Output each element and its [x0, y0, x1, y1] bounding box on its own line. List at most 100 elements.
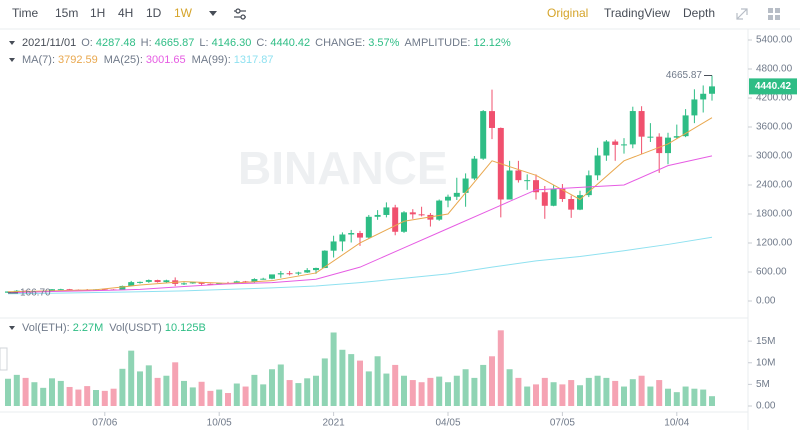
- candle-body: [119, 285, 126, 290]
- legend-label: CHANGE:: [315, 37, 365, 49]
- candle-body: [524, 180, 531, 182]
- volume-bar: [515, 377, 522, 406]
- volume-bar: [577, 385, 583, 406]
- view-active[interactable]: Original: [547, 6, 588, 20]
- candle-body: [189, 282, 196, 284]
- candle-body: [409, 212, 416, 215]
- volume-bar: [436, 376, 443, 406]
- volume-bar: [621, 386, 627, 406]
- candle-body: [198, 282, 205, 284]
- candle-body: [603, 141, 610, 156]
- volume-bar: [348, 354, 355, 406]
- collapse-icon[interactable]: [9, 41, 15, 45]
- volume-bar: [453, 375, 460, 406]
- dropdown-icon[interactable]: [209, 11, 217, 16]
- volume-bar: [374, 356, 381, 406]
- legend-value: 4440.42: [270, 37, 310, 49]
- ma-line: [7, 236, 713, 295]
- collapse-icon[interactable]: [9, 58, 15, 62]
- y-tick-label: 15M: [756, 336, 775, 347]
- volume-bar: [93, 390, 99, 406]
- collapse-icon[interactable]: [9, 326, 15, 330]
- volume-bar: [269, 369, 275, 406]
- volume-bar: [445, 382, 451, 406]
- candle-body: [57, 289, 64, 291]
- volume-bar: [260, 384, 267, 406]
- volume-bar: [612, 380, 619, 406]
- volume-bar: [189, 387, 196, 406]
- settings-icon[interactable]: [234, 8, 246, 20]
- volume-bar: [480, 364, 487, 406]
- legend-label: L:: [199, 37, 208, 49]
- interval[interactable]: 15m: [55, 6, 78, 20]
- volume-bar: [665, 388, 671, 406]
- volume-bar: [365, 371, 372, 406]
- legend-value: 4287.48: [96, 37, 136, 49]
- fullscreen-icon[interactable]: [736, 8, 748, 20]
- legend-value: 4665.87: [155, 37, 195, 49]
- interval[interactable]: Time: [12, 6, 39, 20]
- candle-body: [577, 195, 583, 210]
- volume-bar: [119, 368, 126, 406]
- interval[interactable]: 1D: [146, 6, 162, 20]
- volume-bar: [31, 382, 38, 406]
- volume-bar: [409, 380, 416, 406]
- y-tick-label: 10M: [756, 357, 775, 368]
- candle-body: [365, 216, 372, 238]
- candle-body: [700, 93, 707, 100]
- volume-bar: [233, 383, 240, 406]
- candle-body: [181, 283, 187, 285]
- volume-bar: [330, 332, 337, 406]
- volume-bar: [225, 393, 231, 406]
- volume-bar: [163, 375, 170, 406]
- candle-body: [251, 279, 258, 282]
- volume-bar: [313, 375, 319, 406]
- candle-body: [207, 283, 214, 285]
- legend-label: H:: [141, 37, 152, 49]
- volume-bar: [629, 379, 636, 406]
- candle-body: [163, 280, 170, 283]
- volume-bar: [154, 377, 161, 406]
- y-tick-label: 0.00: [756, 296, 776, 307]
- candle-body: [374, 214, 381, 217]
- volume-bar: [541, 377, 548, 406]
- volume-bar: [533, 384, 539, 406]
- volume-bar: [286, 380, 293, 406]
- candle-body: [321, 250, 328, 268]
- candle-body: [709, 86, 715, 94]
- volume-bar: [145, 365, 152, 406]
- interval[interactable]: 1H: [90, 6, 105, 20]
- candle-body: [401, 212, 407, 232]
- interval-active[interactable]: 1W: [174, 6, 193, 20]
- interval[interactable]: 4H: [118, 6, 133, 20]
- side-toggle[interactable]: [0, 347, 8, 371]
- volume-bar: [198, 381, 205, 406]
- y-tick-label: 600.00: [756, 267, 787, 278]
- candle-body: [673, 136, 680, 138]
- volume-bar: [216, 389, 223, 406]
- view[interactable]: Depth: [683, 6, 715, 20]
- candle-body: [392, 207, 399, 232]
- candle-body: [260, 278, 267, 280]
- layout-icon[interactable]: [768, 8, 780, 20]
- view[interactable]: TradingView: [604, 6, 670, 20]
- legend-label: C:: [256, 37, 267, 49]
- volume-bar: [594, 375, 601, 406]
- volume-bar: [101, 390, 108, 406]
- candle-body: [656, 136, 663, 154]
- candle-body: [436, 200, 443, 220]
- candle-body: [550, 188, 557, 206]
- candle-body: [541, 192, 548, 206]
- volume-bar: [524, 386, 531, 406]
- last-price-badge: [749, 78, 797, 95]
- volume-bar: [568, 380, 575, 406]
- volume-legend: Vol(ETH): 2.27M Vol(USDT) 10.125B: [22, 322, 206, 334]
- candle-body: [489, 111, 495, 128]
- volume-bar: [84, 386, 91, 406]
- volume-bar: [137, 371, 143, 406]
- volume-bar: [462, 369, 469, 406]
- volume-bar: [40, 387, 47, 406]
- candle-body: [128, 282, 135, 286]
- candle-body: [629, 111, 636, 145]
